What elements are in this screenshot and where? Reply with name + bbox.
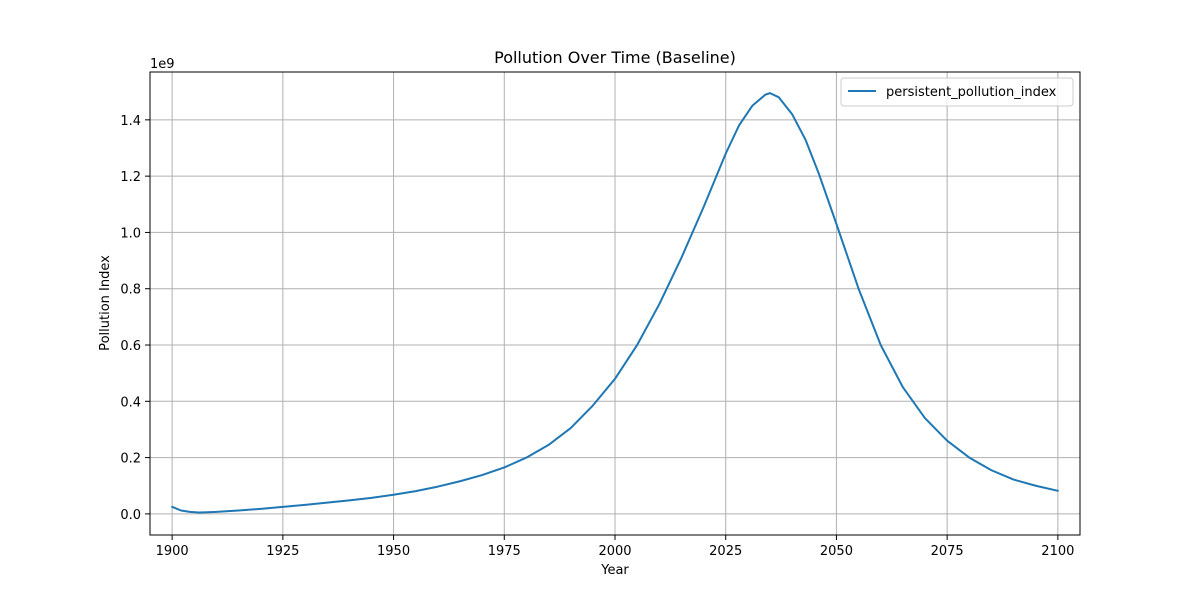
x-axis-ticks: 1900 1925 1950 1975 2000 2025 2050 2075 2100 (156, 535, 1074, 559)
y-axis-multiplier: 1e9 (150, 57, 175, 72)
y-tick-label: 1.0 (120, 226, 141, 241)
y-tick-label: 0.2 (120, 452, 141, 467)
x-tick-label: 2000 (598, 544, 631, 559)
legend-box (840, 77, 1074, 107)
legend: persistent_pollution_index (840, 77, 1074, 107)
y-tick-label: 0.4 (120, 395, 141, 410)
grid (150, 72, 1080, 535)
legend-label: persistent_pollution_index (886, 85, 1057, 100)
x-tick-label: 2075 (931, 544, 964, 559)
series-layer (171, 92, 1059, 514)
y-tick-label: 1.2 (120, 170, 141, 185)
x-axis-label: Year (600, 563, 629, 578)
y-tick-label: 0.0 (120, 508, 141, 523)
x-tick-label: 1925 (266, 544, 299, 559)
x-tick-label: 1975 (488, 544, 521, 559)
y-axis-label: Pollution Index (98, 255, 113, 351)
y-axis-ticks: 0.0 0.2 0.4 0.6 0.8 1.0 1.2 1.4 (120, 114, 150, 523)
x-tick-label: 1900 (156, 544, 189, 559)
x-tick-label: 2050 (820, 544, 853, 559)
chart-title: Pollution Over Time (Baseline) (494, 48, 736, 67)
x-tick-label: 2025 (709, 544, 742, 559)
y-tick-label: 0.8 (120, 283, 141, 298)
y-tick-label: 1.4 (120, 114, 141, 129)
x-tick-label: 1950 (377, 544, 410, 559)
y-tick-label: 0.6 (120, 339, 141, 354)
series-line-persistent_pollution_index (171, 92, 1059, 514)
x-tick-label: 2100 (1041, 544, 1074, 559)
